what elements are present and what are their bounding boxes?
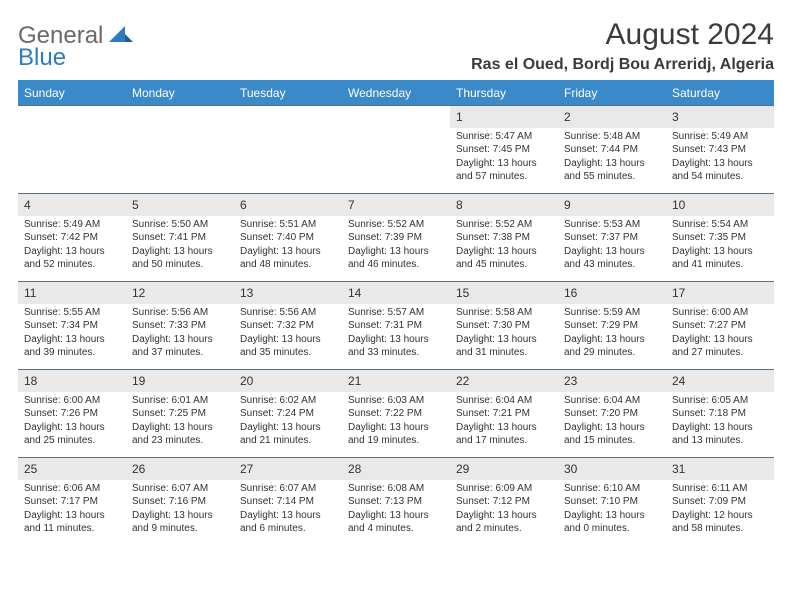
day-number-cell: [234, 106, 342, 128]
day-header: Monday: [126, 81, 234, 106]
day-number-cell: [18, 106, 126, 128]
day-data-cell: Sunrise: 6:03 AMSunset: 7:22 PMDaylight:…: [342, 392, 450, 458]
brand-logo: General Blue: [18, 18, 135, 70]
day-data-cell: Sunrise: 5:52 AMSunset: 7:38 PMDaylight:…: [450, 216, 558, 282]
day-data-cell: Sunrise: 6:05 AMSunset: 7:18 PMDaylight:…: [666, 392, 774, 458]
day-number-cell: 1: [450, 106, 558, 128]
day-number-cell: 16: [558, 282, 666, 304]
day-number-cell: 4: [18, 194, 126, 216]
day-data-cell: [234, 128, 342, 194]
day-data-cell: Sunrise: 6:10 AMSunset: 7:10 PMDaylight:…: [558, 480, 666, 546]
week-number-row: 11121314151617: [18, 282, 774, 304]
day-data-cell: Sunrise: 6:09 AMSunset: 7:12 PMDaylight:…: [450, 480, 558, 546]
day-number-cell: 27: [234, 458, 342, 480]
day-data-cell: Sunrise: 5:54 AMSunset: 7:35 PMDaylight:…: [666, 216, 774, 282]
day-number-cell: 17: [666, 282, 774, 304]
day-number-cell: 11: [18, 282, 126, 304]
day-number-cell: 18: [18, 370, 126, 392]
day-number-cell: 24: [666, 370, 774, 392]
day-data-cell: Sunrise: 6:00 AMSunset: 7:26 PMDaylight:…: [18, 392, 126, 458]
day-number-cell: 13: [234, 282, 342, 304]
day-number-cell: 21: [342, 370, 450, 392]
week-data-row: Sunrise: 5:47 AMSunset: 7:45 PMDaylight:…: [18, 128, 774, 194]
day-data-cell: Sunrise: 6:02 AMSunset: 7:24 PMDaylight:…: [234, 392, 342, 458]
day-number-cell: 8: [450, 194, 558, 216]
day-number-cell: 26: [126, 458, 234, 480]
day-data-cell: [126, 128, 234, 194]
day-number-cell: 12: [126, 282, 234, 304]
day-data-cell: Sunrise: 5:49 AMSunset: 7:43 PMDaylight:…: [666, 128, 774, 194]
day-data-cell: Sunrise: 5:55 AMSunset: 7:34 PMDaylight:…: [18, 304, 126, 370]
day-number-cell: 30: [558, 458, 666, 480]
day-number-cell: 28: [342, 458, 450, 480]
day-number-cell: [126, 106, 234, 128]
week-number-row: 18192021222324: [18, 370, 774, 392]
day-data-cell: Sunrise: 5:59 AMSunset: 7:29 PMDaylight:…: [558, 304, 666, 370]
day-data-cell: Sunrise: 6:06 AMSunset: 7:17 PMDaylight:…: [18, 480, 126, 546]
month-title: August 2024: [471, 18, 774, 52]
week-data-row: Sunrise: 5:55 AMSunset: 7:34 PMDaylight:…: [18, 304, 774, 370]
day-data-cell: Sunrise: 5:56 AMSunset: 7:33 PMDaylight:…: [126, 304, 234, 370]
day-data-cell: [18, 128, 126, 194]
day-number-cell: 10: [666, 194, 774, 216]
brand-line2: Blue: [18, 46, 103, 70]
day-data-cell: Sunrise: 6:07 AMSunset: 7:16 PMDaylight:…: [126, 480, 234, 546]
day-header: Thursday: [450, 81, 558, 106]
calendar-table: SundayMondayTuesdayWednesdayThursdayFrid…: [18, 80, 774, 546]
day-data-cell: Sunrise: 5:57 AMSunset: 7:31 PMDaylight:…: [342, 304, 450, 370]
day-header-row: SundayMondayTuesdayWednesdayThursdayFrid…: [18, 81, 774, 106]
day-number-cell: 7: [342, 194, 450, 216]
day-header: Sunday: [18, 81, 126, 106]
day-data-cell: Sunrise: 6:08 AMSunset: 7:13 PMDaylight:…: [342, 480, 450, 546]
day-number-cell: 6: [234, 194, 342, 216]
title-block: August 2024 Ras el Oued, Bordj Bou Arrer…: [471, 18, 774, 74]
week-data-row: Sunrise: 6:06 AMSunset: 7:17 PMDaylight:…: [18, 480, 774, 546]
week-data-row: Sunrise: 5:49 AMSunset: 7:42 PMDaylight:…: [18, 216, 774, 282]
day-data-cell: Sunrise: 6:11 AMSunset: 7:09 PMDaylight:…: [666, 480, 774, 546]
day-number-cell: 5: [126, 194, 234, 216]
day-data-cell: Sunrise: 6:04 AMSunset: 7:21 PMDaylight:…: [450, 392, 558, 458]
day-data-cell: Sunrise: 5:51 AMSunset: 7:40 PMDaylight:…: [234, 216, 342, 282]
location: Ras el Oued, Bordj Bou Arreridj, Algeria: [471, 56, 774, 74]
week-number-row: 25262728293031: [18, 458, 774, 480]
day-number-cell: 29: [450, 458, 558, 480]
day-header: Saturday: [666, 81, 774, 106]
day-number-cell: 22: [450, 370, 558, 392]
day-data-cell: Sunrise: 6:07 AMSunset: 7:14 PMDaylight:…: [234, 480, 342, 546]
day-number-cell: 14: [342, 282, 450, 304]
day-data-cell: Sunrise: 5:47 AMSunset: 7:45 PMDaylight:…: [450, 128, 558, 194]
day-data-cell: Sunrise: 6:00 AMSunset: 7:27 PMDaylight:…: [666, 304, 774, 370]
day-data-cell: Sunrise: 5:58 AMSunset: 7:30 PMDaylight:…: [450, 304, 558, 370]
day-number-cell: 2: [558, 106, 666, 128]
day-number-cell: 15: [450, 282, 558, 304]
day-number-cell: 31: [666, 458, 774, 480]
day-number-cell: [342, 106, 450, 128]
day-data-cell: Sunrise: 5:52 AMSunset: 7:39 PMDaylight:…: [342, 216, 450, 282]
day-data-cell: Sunrise: 5:48 AMSunset: 7:44 PMDaylight:…: [558, 128, 666, 194]
header: General Blue August 2024 Ras el Oued, Bo…: [18, 18, 774, 74]
week-number-row: 123: [18, 106, 774, 128]
day-header: Wednesday: [342, 81, 450, 106]
day-number-cell: 9: [558, 194, 666, 216]
day-data-cell: Sunrise: 5:56 AMSunset: 7:32 PMDaylight:…: [234, 304, 342, 370]
day-data-cell: Sunrise: 6:01 AMSunset: 7:25 PMDaylight:…: [126, 392, 234, 458]
week-data-row: Sunrise: 6:00 AMSunset: 7:26 PMDaylight:…: [18, 392, 774, 458]
day-data-cell: Sunrise: 5:53 AMSunset: 7:37 PMDaylight:…: [558, 216, 666, 282]
day-data-cell: [342, 128, 450, 194]
day-header: Tuesday: [234, 81, 342, 106]
day-data-cell: Sunrise: 5:49 AMSunset: 7:42 PMDaylight:…: [18, 216, 126, 282]
day-number-cell: 20: [234, 370, 342, 392]
day-data-cell: Sunrise: 6:04 AMSunset: 7:20 PMDaylight:…: [558, 392, 666, 458]
day-data-cell: Sunrise: 5:50 AMSunset: 7:41 PMDaylight:…: [126, 216, 234, 282]
brand-triangle-icon: [107, 24, 135, 46]
day-number-cell: 19: [126, 370, 234, 392]
day-header: Friday: [558, 81, 666, 106]
day-number-cell: 25: [18, 458, 126, 480]
day-number-cell: 23: [558, 370, 666, 392]
day-number-cell: 3: [666, 106, 774, 128]
week-number-row: 45678910: [18, 194, 774, 216]
